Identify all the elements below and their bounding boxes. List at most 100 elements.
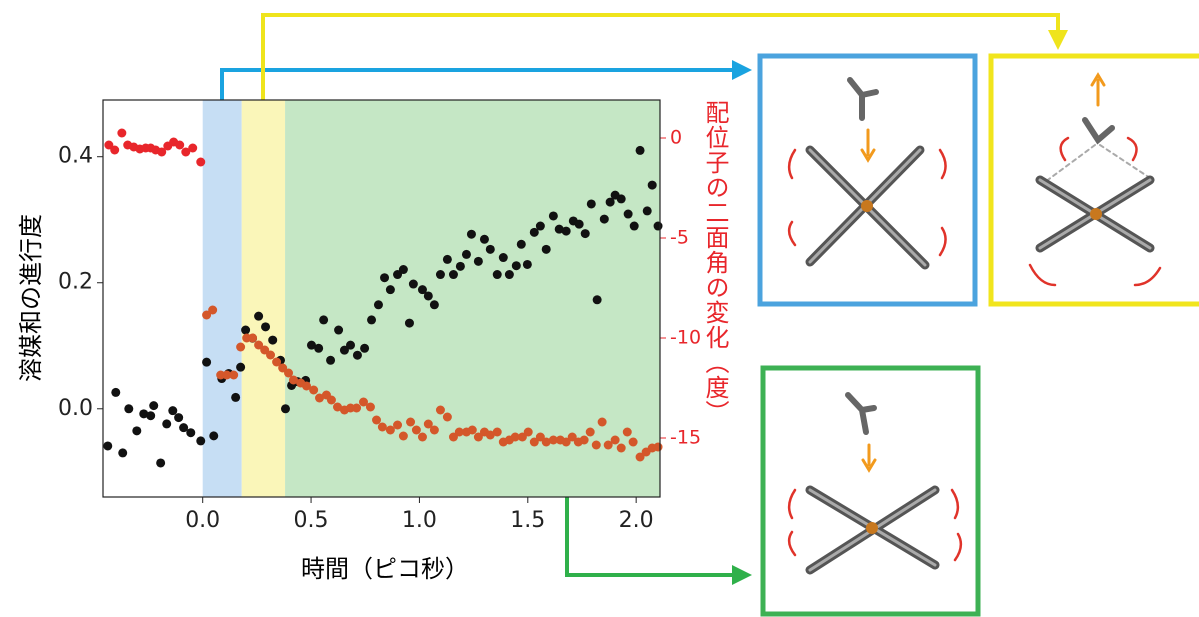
data-point bbox=[536, 222, 545, 231]
data-point bbox=[499, 253, 508, 262]
data-point bbox=[467, 230, 476, 239]
data-point bbox=[326, 356, 335, 365]
data-point bbox=[266, 351, 275, 360]
y-axis-label: 溶媒和の進行度 bbox=[17, 214, 45, 382]
data-point bbox=[110, 146, 119, 155]
x-tick-label: 0.5 bbox=[294, 508, 329, 533]
data-point bbox=[231, 393, 240, 402]
x-tick-label: 1.5 bbox=[510, 508, 545, 533]
data-point bbox=[617, 194, 626, 203]
data-point bbox=[399, 432, 408, 441]
y2-tick-label: 0 bbox=[670, 127, 682, 149]
data-point bbox=[360, 344, 369, 353]
data-point bbox=[327, 396, 336, 405]
data-point bbox=[111, 388, 120, 397]
data-point bbox=[598, 418, 607, 427]
data-point bbox=[542, 245, 551, 254]
data-point bbox=[236, 363, 245, 372]
data-point bbox=[586, 428, 595, 437]
data-point bbox=[393, 421, 402, 430]
data-point bbox=[562, 227, 571, 236]
data-point bbox=[654, 222, 663, 231]
data-point bbox=[443, 413, 452, 422]
data-point bbox=[523, 260, 532, 269]
data-point bbox=[261, 322, 270, 331]
data-point bbox=[352, 404, 361, 413]
data-point bbox=[405, 319, 414, 328]
data-point bbox=[208, 306, 217, 315]
molecule-green bbox=[789, 395, 961, 570]
data-point bbox=[436, 270, 445, 279]
data-point bbox=[617, 444, 626, 453]
x-tick-label: 0.0 bbox=[185, 508, 220, 533]
data-point bbox=[636, 146, 645, 155]
y2-tick-label: -15 bbox=[670, 427, 701, 449]
data-point bbox=[474, 257, 483, 266]
data-point bbox=[186, 428, 195, 437]
data-point bbox=[643, 206, 652, 215]
time-span bbox=[203, 100, 242, 497]
chart: 時間（ピコ秒） 溶媒和の進行度 bbox=[0, 0, 1199, 617]
data-point bbox=[103, 441, 112, 450]
page: 時間（ピコ秒） 溶媒和の進行度 bbox=[0, 0, 1199, 617]
data-point bbox=[268, 336, 277, 345]
data-point bbox=[406, 418, 415, 427]
data-point bbox=[575, 220, 584, 229]
data-point bbox=[493, 270, 502, 279]
data-point bbox=[480, 235, 489, 244]
data-point bbox=[493, 428, 502, 437]
data-point bbox=[600, 215, 609, 224]
data-point bbox=[236, 343, 245, 352]
data-point bbox=[209, 431, 218, 440]
data-point bbox=[549, 211, 558, 220]
time-span bbox=[285, 100, 660, 497]
data-point bbox=[654, 443, 663, 452]
data-point bbox=[443, 255, 452, 264]
data-point bbox=[512, 261, 521, 270]
data-point bbox=[202, 358, 211, 367]
data-point bbox=[196, 436, 205, 445]
data-point bbox=[196, 158, 205, 167]
y2-axis-label: 配位子の二面角の変化（度） bbox=[698, 100, 733, 425]
data-point bbox=[430, 426, 439, 435]
data-point bbox=[468, 426, 477, 435]
data-point bbox=[462, 250, 471, 259]
data-point bbox=[124, 404, 133, 413]
data-point bbox=[168, 406, 177, 415]
yellow-arrowhead bbox=[1048, 30, 1068, 50]
data-point bbox=[399, 265, 408, 274]
x-tick-label: 1.0 bbox=[402, 508, 437, 533]
data-point bbox=[175, 141, 184, 150]
time-span bbox=[242, 100, 285, 497]
data-point bbox=[372, 416, 381, 425]
data-point bbox=[248, 334, 257, 343]
data-point bbox=[149, 401, 158, 410]
y-tick-label: 0.4 bbox=[58, 144, 93, 169]
data-point bbox=[592, 441, 601, 450]
data-point bbox=[188, 144, 197, 153]
data-point bbox=[418, 433, 427, 442]
data-point bbox=[118, 448, 127, 457]
data-point bbox=[374, 300, 383, 309]
y-tick-label: 0.0 bbox=[58, 396, 93, 421]
data-point bbox=[486, 245, 495, 254]
data-point bbox=[581, 229, 590, 238]
blue-arrow bbox=[222, 70, 735, 100]
data-point bbox=[409, 280, 418, 289]
data-point bbox=[309, 386, 318, 395]
data-point bbox=[314, 344, 323, 353]
data-point bbox=[353, 351, 362, 360]
data-point bbox=[174, 413, 183, 422]
data-point bbox=[424, 291, 433, 300]
molecule-blue bbox=[789, 80, 945, 265]
data-point bbox=[580, 436, 589, 445]
data-point bbox=[587, 199, 596, 208]
data-point bbox=[254, 312, 263, 321]
data-point bbox=[229, 371, 238, 380]
data-point bbox=[430, 300, 439, 309]
molecule-yellow bbox=[1030, 75, 1160, 285]
data-point bbox=[162, 419, 171, 428]
data-point bbox=[517, 240, 526, 249]
data-point bbox=[334, 326, 343, 335]
data-point bbox=[281, 404, 290, 413]
